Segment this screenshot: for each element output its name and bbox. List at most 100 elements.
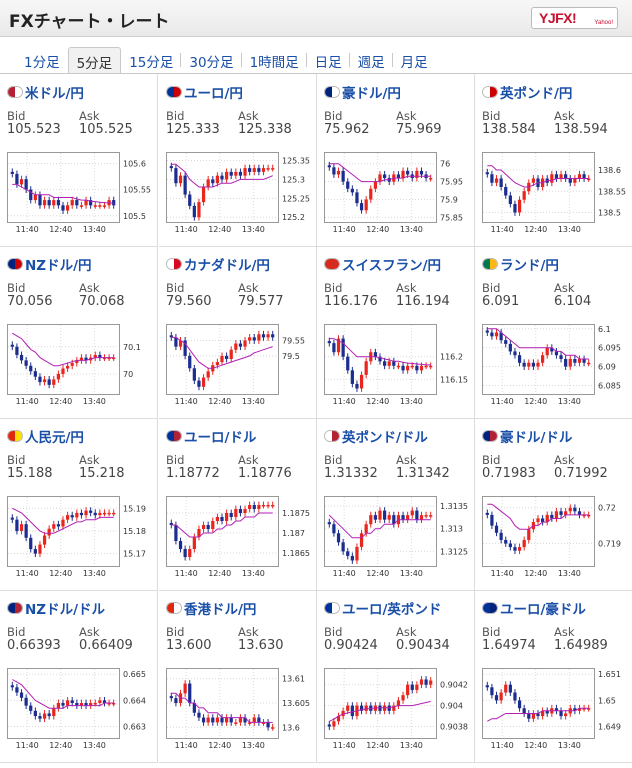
- y-tick-label: 1.651: [598, 670, 621, 679]
- candle: [61, 519, 65, 527]
- candle: [56, 524, 61, 527]
- candle: [19, 692, 24, 698]
- pair-name: ユーロ/英ポンド: [342, 602, 442, 618]
- pair-link[interactable]: 香港ドル/円: [166, 599, 256, 618]
- pair-link[interactable]: 豪ドル/ドル: [482, 427, 572, 446]
- candle: [224, 171, 229, 180]
- tab-2[interactable]: 15分足: [121, 47, 182, 73]
- x-tick-label: 13:40: [558, 741, 581, 750]
- pair-link[interactable]: カナダドル/円: [166, 255, 270, 274]
- candle: [513, 351, 517, 356]
- tab-4[interactable]: 1時間足: [242, 47, 307, 73]
- candle: [24, 179, 28, 190]
- pair-link[interactable]: NZドル/ドル: [7, 599, 105, 618]
- candle: [527, 362, 531, 367]
- bid-value: 1.18772: [166, 466, 220, 481]
- rate-chart[interactable]: 15.19 15.18 15.17 11:40 12:40 13:40: [7, 496, 157, 581]
- tab-1[interactable]: 5分足: [67, 47, 122, 73]
- candle: [508, 684, 512, 693]
- rate-chart[interactable]: 0.72 0.719 11:40 12:40 13:40: [482, 496, 632, 581]
- ask-value: 75.969: [396, 122, 442, 137]
- candle: [359, 533, 364, 547]
- candle: [33, 710, 37, 717]
- tab-5[interactable]: 日足: [307, 47, 350, 73]
- rate-chart[interactable]: 70.1 70 11:40 12:40 13:40: [7, 324, 157, 409]
- rate-chart[interactable]: 1.3135 1.313 1.3125 11:40 12:40 13:40: [324, 496, 474, 581]
- candle: [355, 546, 359, 561]
- pair-link[interactable]: 英ポンド/ドル: [324, 427, 428, 446]
- pair-link[interactable]: 米ドル/円: [7, 83, 84, 102]
- candle: [169, 335, 173, 338]
- pair-link[interactable]: ユーロ/ドル: [166, 427, 256, 446]
- rate-chart[interactable]: 0.9042 0.904 0.9038 11:40 12:40 13:40: [324, 668, 474, 753]
- page-title: FXチャート・レート: [9, 12, 170, 32]
- rate-chart[interactable]: 105.6 105.55 105.5 11:40 12:40 13:40: [7, 152, 157, 237]
- x-tick-label: 11:40: [16, 225, 39, 234]
- rate-chart[interactable]: 0.665 0.664 0.663 11:40 12:40 13:40: [7, 668, 157, 753]
- rate-card: ユーロ/ドル Bid Ask 1.18772 1.18776 1.1875 1.187 1.1…: [159, 418, 317, 591]
- ask-value: 0.66409: [79, 638, 133, 653]
- pair-link[interactable]: ランド/円: [482, 255, 559, 274]
- tab-7[interactable]: 月足: [400, 55, 428, 71]
- ask-value: 105.525: [79, 122, 133, 137]
- candle: [577, 174, 582, 179]
- rate-chart[interactable]: 138.6 138.55 138.5 11:40 12:40 13:40: [482, 152, 632, 237]
- rate-chart[interactable]: 116.2 116.15 11:40 12:40 13:40: [324, 324, 474, 409]
- rate-chart[interactable]: 13.61 13.605 13.6 11:40 12:40 13:40: [166, 668, 316, 753]
- pair-link[interactable]: 人民元/円: [7, 427, 84, 446]
- candle: [61, 703, 65, 706]
- rate-chart[interactable]: 1.1875 1.187 1.1865 11:40 12:40 13:40: [166, 496, 316, 581]
- candle: [373, 352, 378, 357]
- rate-chart[interactable]: 79.55 79.5 11:40 12:40 13:40: [166, 324, 316, 409]
- candle: [52, 200, 56, 206]
- candle: [89, 200, 93, 206]
- rate-card: 米ドル/円 Bid Ask 105.523 105.525 105.6 105.55 105.…: [0, 74, 158, 247]
- bid-value: 0.66393: [7, 638, 61, 653]
- x-tick-label: 12:40: [366, 225, 389, 234]
- pair-link[interactable]: ユーロ/豪ドル: [482, 599, 586, 618]
- flag-icon: [324, 86, 340, 98]
- candle: [248, 337, 252, 341]
- rate-chart[interactable]: 1.651 1.65 1.649 11:40 12:40 13:40: [482, 668, 632, 753]
- candle: [183, 340, 187, 356]
- y-tick-label: 1.3125: [440, 547, 468, 556]
- x-tick-label: 13:40: [558, 569, 581, 578]
- candle: [499, 178, 503, 187]
- rate-chart[interactable]: 6.1 6.095 6.09 6.085 11:40 12:40 13:40: [482, 324, 632, 409]
- ask-label: Ask: [554, 281, 575, 295]
- candle: [201, 377, 206, 387]
- bid-value: 116.176: [324, 294, 378, 309]
- candle: [550, 514, 554, 519]
- bid-label: Bid: [324, 109, 343, 123]
- y-tick-label: 70.1: [123, 343, 141, 352]
- candle: [522, 708, 526, 714]
- candle: [52, 524, 56, 529]
- pair-link[interactable]: 英ポンド/円: [482, 83, 572, 102]
- ask-value: 116.194: [396, 294, 450, 309]
- pair-link[interactable]: スイスフラン/円: [324, 255, 441, 274]
- candle: [332, 524, 336, 534]
- pair-link[interactable]: 豪ドル/円: [324, 83, 401, 102]
- candle: [220, 517, 224, 521]
- candle: [550, 347, 554, 352]
- pair-link[interactable]: ユーロ/円: [166, 83, 243, 102]
- moving-average-line: [487, 707, 589, 722]
- pair-link[interactable]: NZドル/円: [7, 255, 92, 274]
- candle: [577, 708, 582, 711]
- rate-chart[interactable]: 76 75.95 75.9 75.85 11:40 12:40 13:40: [324, 152, 474, 237]
- candle: [10, 685, 14, 688]
- candle: [70, 515, 74, 518]
- candle: [192, 368, 196, 381]
- candle: [271, 727, 275, 729]
- bid-label: Bid: [7, 281, 26, 295]
- pair-link[interactable]: ユーロ/英ポンド: [324, 599, 442, 618]
- candle: [355, 383, 359, 389]
- tab-3[interactable]: 30分足: [181, 47, 242, 73]
- tab-6[interactable]: 週足: [350, 47, 393, 73]
- candle: [252, 337, 256, 341]
- yjfx-logo[interactable]: YJFX! Yahoo!: [531, 7, 618, 29]
- rate-chart[interactable]: 125.35 125.3 125.25 125.2 11:40 12:40 13:40: [166, 152, 316, 237]
- candle: [42, 200, 47, 206]
- candle: [84, 510, 88, 516]
- tab-0[interactable]: 1分足: [24, 55, 60, 71]
